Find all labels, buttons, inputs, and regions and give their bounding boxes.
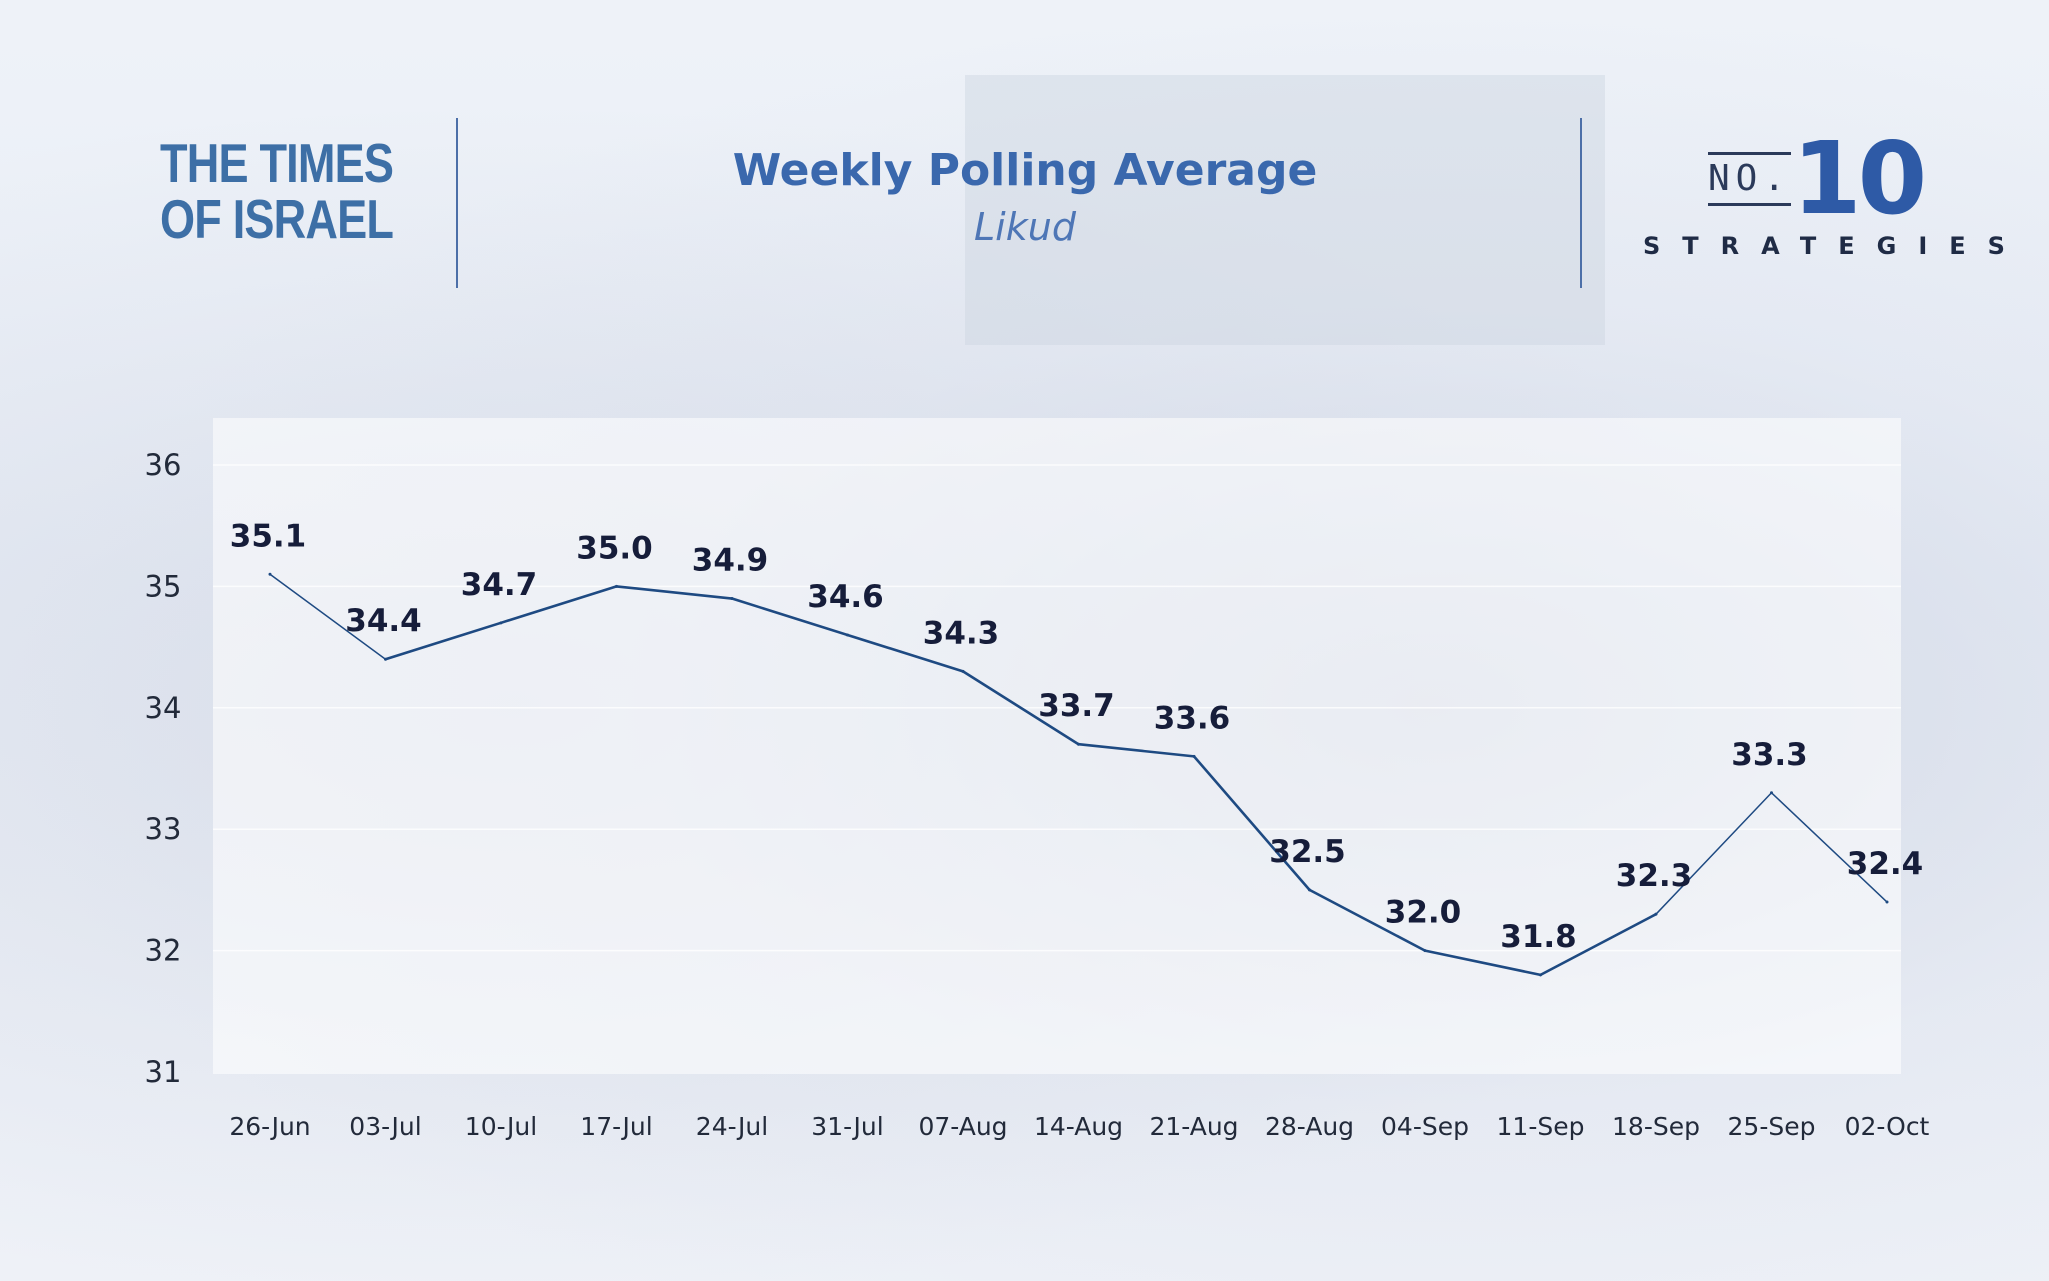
data-point bbox=[846, 633, 849, 637]
data-point bbox=[1308, 888, 1311, 892]
x-tick-label: 26-Jun bbox=[229, 1112, 310, 1141]
series-line-segment bbox=[499, 585, 618, 625]
data-point bbox=[961, 669, 965, 673]
data-label: 32.5 bbox=[1269, 834, 1346, 870]
data-point bbox=[615, 584, 618, 588]
y-tick-label: 35 bbox=[145, 569, 182, 603]
series-line-segment bbox=[961, 670, 1080, 746]
data-label: 34.9 bbox=[692, 543, 769, 579]
x-tick-label: 02-Oct bbox=[1845, 1112, 1930, 1141]
series-line-segment bbox=[730, 597, 849, 637]
data-point bbox=[1423, 949, 1427, 953]
data-point bbox=[730, 597, 734, 601]
logo-number: 10 bbox=[1792, 120, 1927, 237]
x-tick-label: 11-Sep bbox=[1497, 1112, 1585, 1141]
no10-strategies-logo: NO. 10 STRATEGIES bbox=[1640, 120, 2005, 270]
data-label: 34.3 bbox=[923, 615, 1000, 651]
data-label: 32.4 bbox=[1847, 846, 1924, 882]
data-label: 33.7 bbox=[1038, 688, 1115, 724]
y-tick-label: 34 bbox=[145, 691, 182, 725]
series-line-segment bbox=[1077, 742, 1196, 758]
data-label: 34.7 bbox=[461, 567, 538, 603]
x-tick-label: 25-Sep bbox=[1728, 1112, 1816, 1141]
x-tick-label: 21-Aug bbox=[1149, 1112, 1238, 1141]
data-label: 34.6 bbox=[807, 579, 884, 615]
x-tick-label: 10-Jul bbox=[465, 1112, 537, 1141]
y-tick-label: 33 bbox=[145, 812, 182, 846]
x-tick-label: 14-Aug bbox=[1034, 1112, 1123, 1141]
y-tick-label: 31 bbox=[145, 1055, 182, 1089]
logo-strategies-text: STRATEGIES bbox=[1643, 232, 2027, 260]
logo-no-text: NO. bbox=[1708, 152, 1792, 206]
x-tick-label: 03-Jul bbox=[349, 1112, 421, 1141]
data-label: 35.0 bbox=[576, 530, 653, 566]
data-point bbox=[1885, 900, 1889, 904]
data-label: 35.1 bbox=[230, 518, 307, 554]
chart-title: Weekly Polling Average bbox=[732, 145, 1318, 196]
series-line-segment bbox=[1770, 792, 1888, 903]
background-stage bbox=[965, 75, 1605, 345]
series-line-segment bbox=[269, 573, 387, 660]
data-point bbox=[1077, 742, 1080, 746]
data-label: 33.3 bbox=[1731, 737, 1808, 773]
x-tick-label: 07-Aug bbox=[918, 1112, 1007, 1141]
data-label: 33.6 bbox=[1154, 700, 1231, 736]
data-point bbox=[499, 621, 503, 625]
data-label: 32.3 bbox=[1616, 858, 1693, 894]
data-point bbox=[1770, 791, 1773, 795]
data-point bbox=[384, 657, 387, 661]
series-line-segment bbox=[1423, 949, 1542, 977]
x-tick-label: 28-Aug bbox=[1265, 1112, 1354, 1141]
series-line-segment bbox=[1192, 755, 1311, 892]
x-tick-label: 18-Sep bbox=[1612, 1112, 1700, 1141]
header-divider-right bbox=[1580, 118, 1582, 288]
data-label: 34.4 bbox=[345, 603, 422, 639]
data-point bbox=[1539, 973, 1542, 977]
series-line-segment bbox=[846, 633, 965, 673]
x-tick-label: 24-Jul bbox=[696, 1112, 768, 1141]
series-line-segment bbox=[615, 585, 734, 600]
data-point bbox=[1654, 912, 1658, 916]
header-divider-left bbox=[456, 118, 458, 288]
y-tick-label: 32 bbox=[145, 934, 182, 968]
data-point bbox=[268, 572, 272, 576]
series-line-segment bbox=[1308, 888, 1427, 952]
x-tick-label: 31-Jul bbox=[811, 1112, 883, 1141]
x-tick-label: 17-Jul bbox=[580, 1112, 652, 1141]
plot-panel bbox=[213, 418, 1901, 1074]
series-line-segment bbox=[1655, 792, 1773, 915]
data-label: 31.8 bbox=[1500, 919, 1577, 955]
series-line-segment bbox=[1539, 912, 1658, 977]
data-label: 32.0 bbox=[1385, 895, 1462, 931]
chart-subtitle: Likud bbox=[974, 205, 1076, 249]
series-line-segment bbox=[384, 621, 503, 661]
x-tick-label: 04-Sep bbox=[1381, 1112, 1469, 1141]
data-point bbox=[1192, 754, 1196, 758]
y-tick-label: 36 bbox=[145, 448, 182, 482]
